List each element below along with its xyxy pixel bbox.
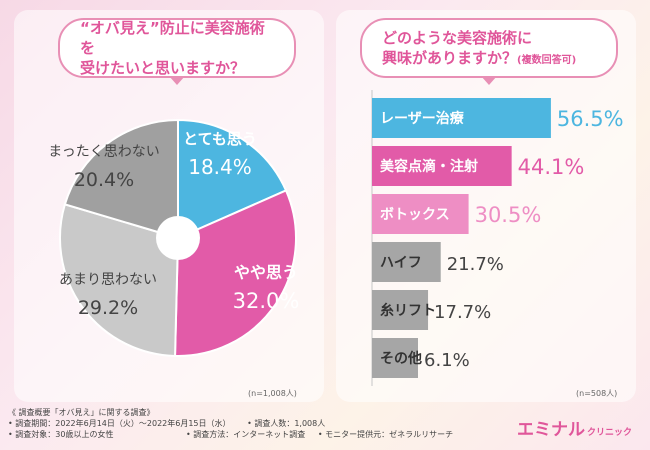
survey-summary: 《 調査概要「オバ見え」に関する調査》 • 調査期間：2022年6月14日（火）… xyxy=(8,408,453,440)
left-question-line2: 受けたいと思いますか？ xyxy=(80,59,246,78)
bar-label-2: 美容点滴・注射 xyxy=(380,158,478,175)
brand-main: エミナル xyxy=(516,420,585,440)
right-question-line1: どのような美容施術に xyxy=(382,28,533,47)
survey-target: • 調査対象：30歳以上の女性 xyxy=(8,429,114,439)
bars: レーザー治療 56.5% 美容点滴・注射 44.1% ボトックス 30.5% ハイフ 21.7… xyxy=(372,98,624,378)
left-sample-size: (n=1,008人) xyxy=(248,389,297,398)
bar-label-3: ボトックス xyxy=(380,207,450,223)
right-question-line2: 興味がありますか？(複数回答可) xyxy=(382,48,596,68)
bar-value-1: 56.5% xyxy=(557,107,624,131)
brand-sub: クリニック xyxy=(586,428,632,438)
left-question-line1: “オバ見え”防止に美容施術を xyxy=(80,18,265,57)
right-sample-size: (n=508人) xyxy=(576,389,618,398)
pie-value-amari: 29.2% xyxy=(78,297,138,319)
survey-period: • 調査期間：2022年6月14日（火）～2022年6月15日（水） xyxy=(8,418,231,428)
survey-monitor: • モニター提供元：ゼネラルリサーチ xyxy=(317,429,454,439)
bar-label-6: その他 xyxy=(380,350,422,367)
pie-value-mattaku: 20.4% xyxy=(74,169,134,191)
bar-3 xyxy=(372,194,469,234)
bar-label-5: 糸リフト xyxy=(380,302,436,319)
bar-label-1: レーザー治療 xyxy=(380,110,465,127)
bar-label-4: ハイフ xyxy=(380,255,422,271)
pie-chart: とても思う 18.4% やや思う 32.0% あまり思わない 29.2% まった… xyxy=(48,118,300,357)
bar-value-6: 6.1% xyxy=(424,350,470,371)
pie-slices xyxy=(59,118,297,357)
bar-6 xyxy=(372,338,418,378)
right-question-line2-text: 興味がありますか？ xyxy=(382,49,518,67)
bar-value-2: 44.1% xyxy=(518,155,585,179)
bar-value-3: 30.5% xyxy=(475,203,542,227)
bar-chart: レーザー治療 56.5% 美容点滴・注射 44.1% ボトックス 30.5% ハイフ 21.7… xyxy=(371,90,624,386)
pie-slice-mattaku xyxy=(63,118,179,240)
pie-label-yaya: やや思う xyxy=(234,263,298,282)
bar-value-5: 17.7% xyxy=(434,302,491,323)
survey-method: • 調査方法：インターネット調査 xyxy=(186,429,306,439)
pie-value-totemo: 18.4% xyxy=(188,155,252,179)
survey-count: • 調査人数：1,008人 xyxy=(247,418,326,428)
survey-row-1: • 調査期間：2022年6月14日（火）～2022年6月15日（水） • 調査人… xyxy=(8,419,453,430)
pie-slice-yaya xyxy=(174,189,297,357)
bar-4 xyxy=(372,242,441,282)
pie-slice-amari xyxy=(59,203,180,357)
pie-label-totemo: とても思う xyxy=(183,130,257,148)
right-question-note: (複数回答可) xyxy=(517,55,577,66)
bar-1 xyxy=(372,98,551,138)
left-question-bubble: “オバ見え”防止に美容施術を 受けたいと思いますか？ xyxy=(58,18,296,85)
pie-value-yaya: 32.0% xyxy=(233,289,300,313)
pie-label-amari: あまり思わない xyxy=(59,272,157,288)
pie-center-hole xyxy=(156,216,200,260)
bar-5 xyxy=(372,290,429,330)
pie-slice-totemo xyxy=(177,118,288,240)
bar-2 xyxy=(372,146,512,186)
survey-title: 《 調査概要「オバ見え」に関する調査》 xyxy=(8,408,155,417)
survey-row-2: • 調査対象：30歳以上の女性 • 調査方法：インターネット調査 • モニター提… xyxy=(8,430,453,441)
bar-value-4: 21.7% xyxy=(447,254,504,275)
right-question-bubble: どのような美容施術に 興味がありますか？(複数回答可) xyxy=(360,18,618,85)
brand-logo: エミナル クリニック xyxy=(517,415,632,440)
pie-label-mattaku: まったく思わない xyxy=(48,144,159,160)
